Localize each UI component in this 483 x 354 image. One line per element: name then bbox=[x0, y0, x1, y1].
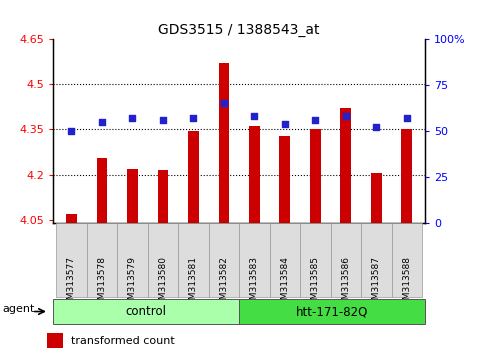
Text: GSM313587: GSM313587 bbox=[372, 256, 381, 312]
FancyBboxPatch shape bbox=[56, 223, 86, 297]
Point bbox=[128, 115, 136, 121]
Text: GSM313585: GSM313585 bbox=[311, 256, 320, 312]
Bar bbox=[218, 63, 229, 223]
Text: agent: agent bbox=[3, 304, 35, 314]
Point bbox=[281, 121, 289, 126]
FancyBboxPatch shape bbox=[392, 223, 422, 297]
FancyBboxPatch shape bbox=[270, 223, 300, 297]
Point bbox=[220, 101, 227, 106]
Bar bbox=[188, 131, 199, 223]
Bar bbox=[371, 173, 382, 223]
Bar bbox=[66, 214, 77, 223]
FancyBboxPatch shape bbox=[300, 223, 330, 297]
Point bbox=[98, 119, 106, 125]
Point bbox=[403, 115, 411, 121]
Text: htt-171-82Q: htt-171-82Q bbox=[296, 305, 368, 318]
Text: GSM313579: GSM313579 bbox=[128, 256, 137, 312]
Text: GSM313586: GSM313586 bbox=[341, 256, 350, 312]
Point bbox=[189, 115, 197, 121]
Point bbox=[312, 117, 319, 123]
Title: GDS3515 / 1388543_at: GDS3515 / 1388543_at bbox=[158, 23, 320, 36]
Bar bbox=[157, 170, 168, 223]
Point bbox=[251, 113, 258, 119]
FancyBboxPatch shape bbox=[178, 223, 209, 297]
Point bbox=[159, 117, 167, 123]
FancyBboxPatch shape bbox=[361, 223, 392, 297]
Bar bbox=[341, 108, 351, 223]
Bar bbox=[401, 130, 412, 223]
FancyBboxPatch shape bbox=[53, 299, 239, 324]
Text: GSM313584: GSM313584 bbox=[280, 256, 289, 312]
Text: GSM313581: GSM313581 bbox=[189, 256, 198, 312]
FancyBboxPatch shape bbox=[117, 223, 148, 297]
Text: GSM313578: GSM313578 bbox=[98, 256, 106, 312]
Bar bbox=[127, 169, 138, 223]
FancyBboxPatch shape bbox=[209, 223, 239, 297]
FancyBboxPatch shape bbox=[86, 223, 117, 297]
FancyBboxPatch shape bbox=[148, 223, 178, 297]
Bar bbox=[47, 333, 63, 348]
Text: GSM313588: GSM313588 bbox=[402, 256, 411, 312]
Text: transformed count: transformed count bbox=[71, 336, 175, 346]
Point bbox=[342, 113, 350, 119]
FancyBboxPatch shape bbox=[239, 299, 425, 324]
Bar bbox=[249, 126, 260, 223]
Bar bbox=[97, 158, 107, 223]
Text: GSM313580: GSM313580 bbox=[158, 256, 168, 312]
FancyBboxPatch shape bbox=[239, 223, 270, 297]
Text: GSM313582: GSM313582 bbox=[219, 256, 228, 312]
FancyBboxPatch shape bbox=[330, 223, 361, 297]
Text: GSM313577: GSM313577 bbox=[67, 256, 76, 312]
Point bbox=[372, 125, 380, 130]
Text: GSM313583: GSM313583 bbox=[250, 256, 259, 312]
Point bbox=[68, 128, 75, 134]
Text: control: control bbox=[126, 305, 167, 318]
Bar bbox=[310, 129, 321, 223]
Bar bbox=[280, 136, 290, 223]
